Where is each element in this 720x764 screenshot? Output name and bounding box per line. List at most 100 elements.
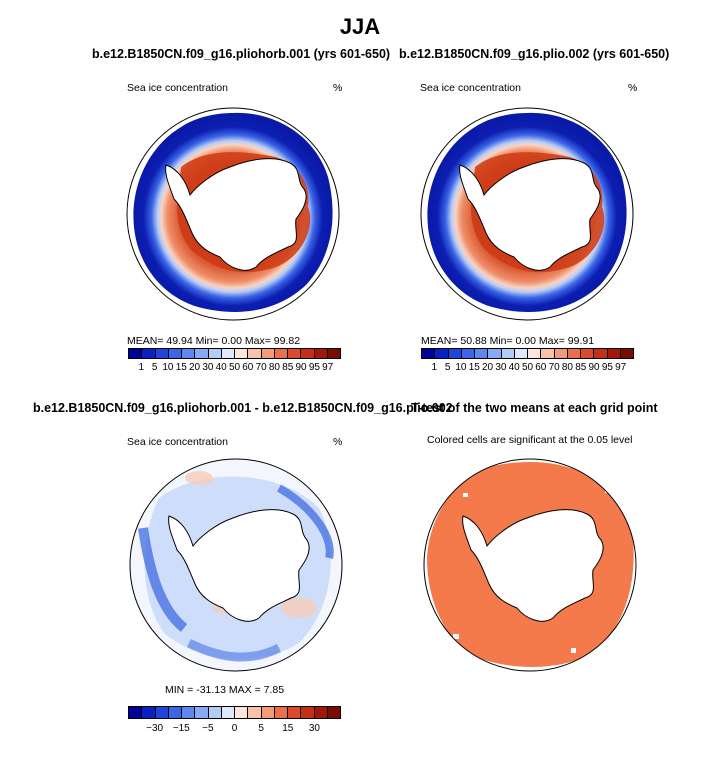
colorbar-swatch: [182, 707, 196, 718]
colorbar-tick-label: 50: [521, 362, 534, 373]
colorbar-swatch: [142, 349, 156, 358]
panel1-stats: MEAN= 49.94 Min= 0.00 Max= 99.82: [127, 335, 301, 347]
colorbar-tick-label: 40: [508, 362, 520, 373]
panel2-title: b.e12.B1850CN.f09_g16.plio.002 (yrs 601-…: [399, 47, 670, 61]
panel4-subtitle: Colored cells are significant at the 0.0…: [427, 434, 633, 446]
colorbar-swatch: [261, 349, 275, 358]
colorbar-swatch: [607, 349, 621, 358]
panel1-colorbar: [128, 348, 341, 359]
colorbar-tick-label: −30: [146, 723, 164, 734]
colorbar-tick-label: 95: [601, 362, 613, 373]
panel3-antarctica: [168, 509, 310, 622]
panel1-variable-label: Sea ice concentration: [127, 82, 228, 94]
colorbar-tick-label: 70: [548, 362, 560, 373]
colorbar-swatch: [301, 707, 315, 718]
colorbar-swatch: [554, 349, 568, 358]
colorbar-swatch: [182, 349, 196, 358]
panel3-stats: MIN = -31.13 MAX = 7.85: [165, 684, 285, 696]
panel3-colorbar: [128, 706, 341, 719]
colorbar-tick-label: 30: [308, 723, 320, 734]
main-title: JJA: [339, 14, 381, 39]
colorbar-tick-label: 90: [295, 362, 307, 373]
colorbar-tick-label: 30: [202, 362, 214, 373]
colorbar-swatch: [235, 707, 249, 718]
colorbar-swatch: [501, 349, 515, 358]
colorbar-tick-label: 60: [242, 362, 254, 373]
colorbar-swatch: [422, 349, 436, 358]
panel2-stats: MEAN= 50.88 Min= 0.00 Max= 99.91: [421, 335, 595, 347]
colorbar-swatch: [581, 349, 595, 358]
colorbar-swatch: [461, 349, 475, 358]
colorbar-swatch: [248, 707, 262, 718]
colorbar-swatch: [195, 707, 209, 718]
colorbar-tick-label: 1: [138, 362, 145, 373]
panel1-antarctica: [165, 158, 307, 271]
colorbar-swatch: [620, 349, 633, 358]
colorbar-swatch: [314, 349, 328, 358]
colorbar-tick-label: 20: [189, 362, 201, 373]
colorbar-tick-label: 5: [258, 723, 264, 734]
panel2-colorbar: [421, 348, 634, 359]
panel2-variable-label: Sea ice concentration: [420, 82, 521, 94]
colorbar-tick-label: 5: [444, 362, 451, 373]
colorbar-tick-label: 80: [268, 362, 280, 373]
panel1-title: b.e12.B1850CN.f09_g16.pliohorb.001 (yrs …: [92, 47, 391, 61]
colorbar-swatch: [435, 349, 449, 358]
colorbar-swatch: [129, 707, 143, 718]
panel1-polar-map: [126, 107, 340, 321]
colorbar-tick-label: 70: [255, 362, 267, 373]
colorbar-tick-label: 15: [468, 362, 480, 373]
colorbar-swatch: [221, 707, 235, 718]
colorbar-swatch: [155, 349, 169, 358]
panel1-units-label: %: [333, 82, 343, 94]
panel2-polar-map: [420, 107, 634, 321]
colorbar-swatch: [274, 349, 288, 358]
panel3-units-label: %: [333, 436, 343, 448]
colorbar-swatch: [488, 349, 502, 358]
colorbar-tick-label: −5: [202, 723, 214, 734]
colorbar-tick-label: 15: [282, 723, 294, 734]
colorbar-swatch: [314, 707, 328, 718]
colorbar-swatch: [301, 349, 315, 358]
colorbar-tick-label: 90: [588, 362, 600, 373]
colorbar-swatch: [168, 349, 182, 358]
colorbar-tick-label: 30: [495, 362, 507, 373]
colorbar-swatch: [448, 349, 462, 358]
colorbar-tick-label: 97: [322, 362, 334, 373]
panel3-polar-map: [129, 458, 343, 672]
colorbar-tick-label: 10: [455, 362, 467, 373]
colorbar-tick-label: 10: [162, 362, 174, 373]
panel3-title: b.e12.B1850CN.f09_g16.pliohorb.001 - b.e…: [33, 401, 453, 415]
colorbar-swatch: [567, 349, 581, 358]
colorbar-tick-label: −15: [172, 723, 190, 734]
colorbar-tick-label: 5: [151, 362, 158, 373]
colorbar-tick-label: 85: [575, 362, 587, 373]
colorbar-tick-label: 95: [308, 362, 320, 373]
colorbar-swatch: [208, 349, 222, 358]
colorbar-swatch: [288, 707, 302, 718]
colorbar-tick-label: 20: [482, 362, 494, 373]
colorbar-tick-label: 50: [228, 362, 241, 373]
colorbar-swatch: [221, 349, 235, 358]
panel3-variable-label: Sea ice concentration: [127, 436, 228, 448]
panel2-units-label: %: [628, 82, 638, 94]
panel4-title: T-test of the two means at each grid poi…: [411, 401, 658, 415]
colorbar-swatch: [261, 707, 275, 718]
colorbar-tick-label: 15: [175, 362, 187, 373]
colorbar-swatch: [327, 707, 340, 718]
panel2-antarctica: [459, 158, 601, 271]
colorbar-swatch: [475, 349, 489, 358]
panel4-polar-map: [423, 458, 637, 672]
colorbar-swatch: [142, 707, 156, 718]
colorbar-tick-label: 60: [535, 362, 547, 373]
colorbar-swatch: [541, 349, 555, 358]
colorbar-swatch: [168, 707, 182, 718]
colorbar-swatch: [208, 707, 222, 718]
colorbar-tick-label: 40: [215, 362, 227, 373]
colorbar-swatch: [594, 349, 608, 358]
colorbar-swatch: [514, 349, 528, 358]
colorbar-swatch: [528, 349, 542, 358]
colorbar-tick-label: 0: [231, 723, 238, 734]
colorbar-tick-label: 85: [282, 362, 294, 373]
colorbar-swatch: [327, 349, 340, 358]
